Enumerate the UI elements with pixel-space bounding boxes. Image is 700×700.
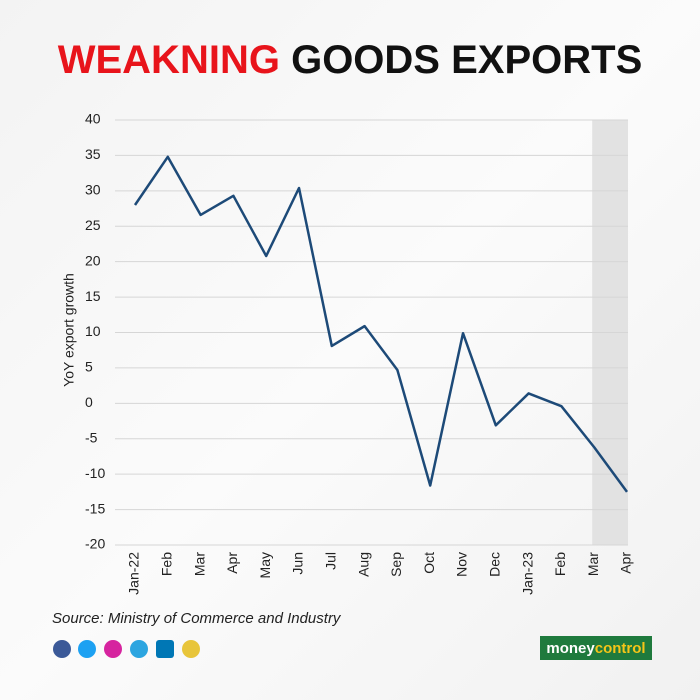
x-tick-label: Sep bbox=[388, 552, 404, 577]
linkedin-icon[interactable] bbox=[156, 640, 174, 658]
y-tick-label: 25 bbox=[85, 217, 101, 233]
x-tick-label: Mar bbox=[191, 552, 207, 576]
y-tick-label: -15 bbox=[85, 500, 105, 516]
x-tick-label: Apr bbox=[224, 552, 240, 574]
logo-box bbox=[540, 636, 652, 660]
y-tick-label: -20 bbox=[85, 536, 105, 552]
y-tick-label: 40 bbox=[85, 111, 101, 127]
y-tick-label: 30 bbox=[85, 182, 101, 198]
y-tick-label: 15 bbox=[85, 288, 101, 304]
y-tick-label: 10 bbox=[85, 323, 101, 339]
brand-logo: moneycontrol bbox=[540, 636, 652, 660]
y-axis-label: YoY export growth bbox=[61, 273, 77, 387]
x-tick-label: Jan-22 bbox=[126, 552, 142, 595]
x-tick-label: Nov bbox=[454, 552, 470, 577]
x-tick-label: Dec bbox=[487, 552, 503, 577]
title-part: GOODS EXPORTS bbox=[291, 38, 642, 82]
y-tick-label: 5 bbox=[85, 359, 93, 375]
logo-part: money bbox=[546, 640, 595, 657]
x-tick-label: Apr bbox=[618, 552, 634, 574]
y-tick-label: 20 bbox=[85, 252, 101, 268]
y-tick-label: 0 bbox=[85, 394, 93, 410]
koo-icon[interactable] bbox=[182, 640, 200, 658]
source: Source: Ministry of Commerce and Industr… bbox=[52, 610, 342, 627]
logo-text: moneycontrol bbox=[546, 640, 645, 657]
instagram-icon[interactable] bbox=[104, 640, 122, 658]
facebook-icon[interactable] bbox=[53, 640, 71, 658]
x-tick-label: Feb bbox=[159, 552, 175, 576]
x-tick-label: Oct bbox=[421, 552, 437, 574]
social-icons bbox=[53, 640, 200, 658]
x-tick-label: Feb bbox=[552, 552, 568, 576]
x-tick-label: Aug bbox=[355, 552, 371, 577]
x-tick-label: May bbox=[257, 552, 273, 578]
y-tick-label: -5 bbox=[85, 429, 98, 445]
y-tick-label: 35 bbox=[85, 146, 101, 162]
logo-part: control bbox=[595, 640, 646, 657]
x-tick-label: Jan-23 bbox=[519, 552, 535, 595]
x-tick-label: Mar bbox=[585, 552, 601, 576]
x-tick-label: Jul bbox=[323, 552, 339, 570]
x-tick-label: Jun bbox=[290, 552, 306, 575]
chart-title: WEAKNING GOODS EXPORTS bbox=[58, 38, 643, 82]
telegram-icon[interactable] bbox=[130, 640, 148, 658]
line-series bbox=[133, 155, 629, 493]
twitter-icon[interactable] bbox=[78, 640, 96, 658]
y-tick-label: -10 bbox=[85, 465, 105, 481]
title-part: WEAKNING bbox=[58, 38, 280, 82]
